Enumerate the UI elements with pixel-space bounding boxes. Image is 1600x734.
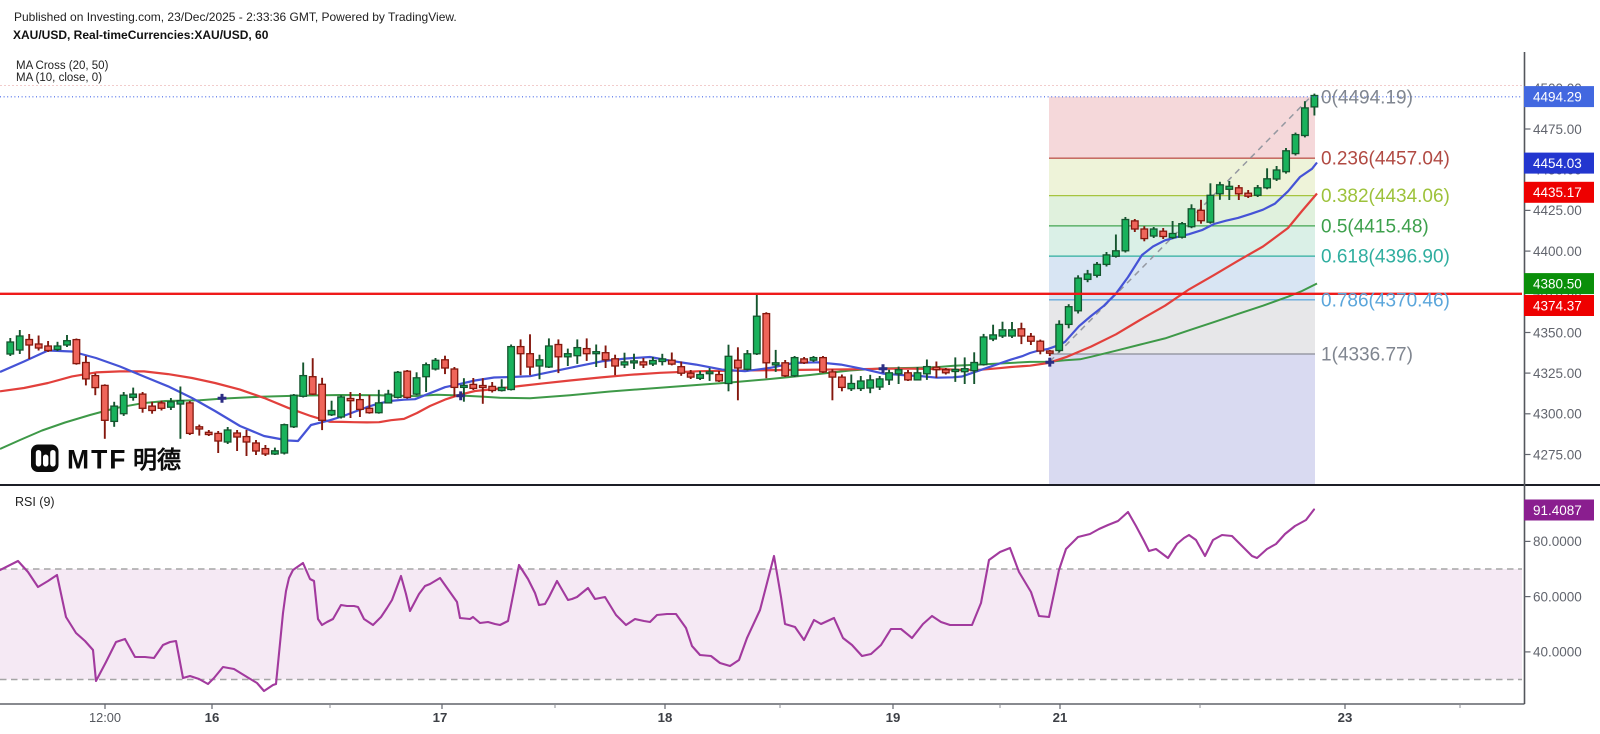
svg-text:MA Cross (20, 50): MA Cross (20, 50) xyxy=(16,60,109,72)
svg-text:21: 21 xyxy=(1053,710,1068,725)
svg-text:MTF: MTF xyxy=(67,445,127,475)
svg-text:0.618(4396.90): 0.618(4396.90) xyxy=(1321,247,1450,268)
svg-text:4275.00: 4275.00 xyxy=(1533,447,1582,462)
svg-text:4475.00: 4475.00 xyxy=(1533,122,1582,137)
svg-text:23: 23 xyxy=(1338,710,1353,725)
svg-text:0.382(4434.06): 0.382(4434.06) xyxy=(1321,186,1450,207)
svg-text:0.786(4370.46): 0.786(4370.46) xyxy=(1321,290,1450,311)
svg-text:MA (10, close, 0): MA (10, close, 0) xyxy=(16,72,102,84)
svg-text:4494.29: 4494.29 xyxy=(1533,89,1582,104)
svg-text:0.236(4457.04): 0.236(4457.04) xyxy=(1321,149,1450,170)
svg-text:4374.37: 4374.37 xyxy=(1533,298,1582,313)
svg-text:4435.17: 4435.17 xyxy=(1533,185,1582,200)
svg-text:0(4494.19): 0(4494.19) xyxy=(1321,87,1413,108)
svg-text:0.5(4415.48): 0.5(4415.48) xyxy=(1321,216,1429,237)
svg-text:Published on Investing.com, 23: Published on Investing.com, 23/Dec/2025 … xyxy=(14,10,457,24)
svg-text:18: 18 xyxy=(658,710,673,725)
svg-text:1(4336.77): 1(4336.77) xyxy=(1321,345,1413,366)
svg-text:91.4087: 91.4087 xyxy=(1533,503,1582,518)
svg-text:40.0000: 40.0000 xyxy=(1533,645,1582,660)
svg-text:XAU/USD, Real-timeCurrencies:X: XAU/USD, Real-timeCurrencies:XAU/USD, 60 xyxy=(13,28,269,42)
svg-text:4300.00: 4300.00 xyxy=(1533,407,1582,422)
svg-text:4325.00: 4325.00 xyxy=(1533,366,1582,381)
svg-text:17: 17 xyxy=(433,710,448,725)
svg-text:4454.03: 4454.03 xyxy=(1533,156,1582,171)
svg-text:明德: 明德 xyxy=(133,446,181,474)
svg-text:80.0000: 80.0000 xyxy=(1533,534,1582,549)
svg-text:19: 19 xyxy=(886,710,901,725)
svg-text:12:00: 12:00 xyxy=(89,710,121,725)
svg-text:4425.00: 4425.00 xyxy=(1533,203,1582,218)
svg-text:4350.00: 4350.00 xyxy=(1533,325,1582,340)
svg-text:4380.50: 4380.50 xyxy=(1533,276,1582,291)
svg-text:16: 16 xyxy=(205,710,220,725)
svg-text:RSI (9): RSI (9) xyxy=(15,495,55,509)
svg-text:60.0000: 60.0000 xyxy=(1533,589,1582,604)
svg-text:4400.00: 4400.00 xyxy=(1533,244,1582,259)
